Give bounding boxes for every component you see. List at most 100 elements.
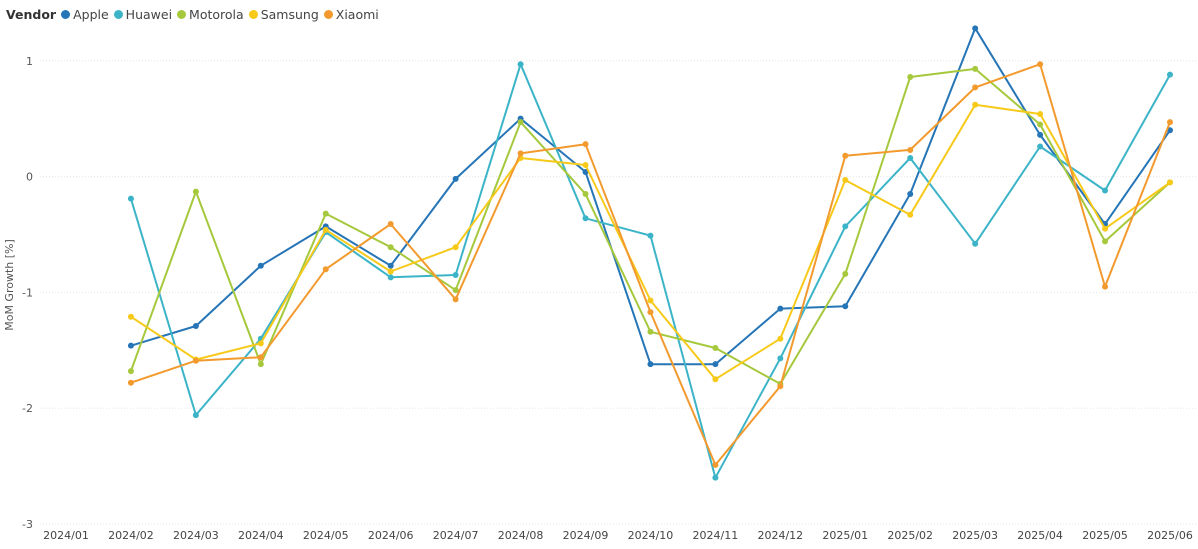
data-point	[842, 270, 849, 277]
y-tick-label: -1	[22, 286, 33, 299]
data-point	[907, 190, 914, 197]
data-point	[647, 232, 654, 239]
legend-label: Motorola	[189, 6, 244, 22]
series-huawei	[127, 61, 1173, 481]
data-point	[127, 379, 134, 386]
data-point	[452, 244, 459, 251]
data-point	[972, 65, 979, 72]
data-point	[257, 361, 264, 368]
data-point	[712, 376, 719, 383]
x-tick-label: 2024/02	[108, 529, 154, 542]
data-point	[1166, 119, 1173, 126]
legend-title: Vendor	[6, 6, 57, 22]
legend-item-apple[interactable]: Apple	[61, 7, 109, 22]
data-point	[907, 73, 914, 80]
data-point	[777, 383, 784, 390]
data-point	[517, 150, 524, 157]
x-tick-label: 2024/03	[173, 529, 219, 542]
data-point	[322, 210, 329, 217]
data-point	[1102, 187, 1109, 194]
legend-item-samsung[interactable]: Samsung	[248, 6, 319, 22]
series-line	[129, 63, 1171, 479]
x-tick-label: 2024/04	[238, 529, 284, 542]
data-point	[387, 221, 394, 228]
data-point	[972, 25, 979, 32]
data-point	[257, 262, 264, 269]
y-axis-label: MoM Growth [%]	[3, 239, 16, 331]
legend: Vendor Apple Huawei Motorola Samsung Xiaomi	[6, 5, 384, 23]
x-tick-label: 2025/05	[1082, 529, 1128, 542]
data-point	[712, 461, 719, 468]
data-point	[452, 272, 459, 279]
y-tick-label: 1	[26, 55, 33, 68]
data-point	[582, 161, 589, 168]
legend-item-huawei[interactable]: Huawei	[113, 6, 173, 22]
data-point	[257, 354, 264, 361]
legend-swatch	[248, 9, 258, 19]
data-point	[972, 84, 979, 91]
legend-label: Huawei	[125, 6, 173, 22]
data-point	[1037, 121, 1044, 128]
data-point	[192, 412, 199, 419]
data-point	[647, 328, 654, 335]
data-point	[257, 340, 264, 347]
data-point	[322, 266, 329, 273]
data-point	[582, 215, 589, 222]
x-tick-label: 2024/01	[43, 529, 89, 542]
legend-label: Apple	[73, 6, 109, 22]
data-point	[1037, 111, 1044, 118]
x-tick-label: 2025/06	[1147, 529, 1193, 542]
data-point	[907, 211, 914, 218]
data-point	[647, 297, 654, 304]
x-tick-label: 2024/11	[693, 529, 739, 542]
series-samsung	[127, 101, 1173, 383]
data-point	[712, 474, 719, 481]
data-point	[777, 305, 784, 312]
x-tick-label: 2025/03	[952, 529, 998, 542]
data-point	[387, 274, 394, 281]
data-point	[777, 335, 784, 342]
data-point	[1102, 283, 1109, 290]
legend-item-motorola[interactable]: Motorola	[177, 7, 244, 22]
data-point	[842, 303, 849, 310]
data-point	[907, 146, 914, 153]
data-point	[712, 361, 719, 368]
data-point	[1166, 179, 1173, 186]
x-axis: 2024/01 2024/02 2024/03 2024/04 2024/05 2024/…	[43, 529, 1193, 542]
legend-label: Xiaomi	[335, 6, 379, 22]
series-line	[129, 103, 1171, 381]
data-point	[127, 195, 134, 202]
x-tick-label: 2024/12	[757, 529, 803, 542]
data-point	[1102, 238, 1109, 245]
y-axis: -3 -2 -1 0 1	[22, 55, 33, 531]
x-tick-label: 2024/10	[628, 529, 674, 542]
legend-item-xiaomi[interactable]: Xiaomi	[323, 6, 379, 22]
data-point	[517, 119, 524, 126]
data-point	[452, 287, 459, 294]
data-point	[1166, 127, 1173, 134]
data-point	[1037, 131, 1044, 138]
data-point	[842, 177, 849, 184]
y-tick-label: -3	[22, 518, 33, 531]
data-point	[1166, 71, 1173, 78]
legend-label: Samsung	[260, 6, 319, 22]
gridlines	[40, 60, 1198, 525]
legend-swatch	[323, 9, 333, 19]
x-tick-label: 2025/01	[822, 529, 868, 542]
data-point	[127, 342, 134, 349]
legend-swatch	[113, 9, 123, 19]
x-tick-label: 2024/05	[303, 529, 349, 542]
x-tick-label: 2024/07	[433, 529, 479, 542]
data-point	[322, 226, 329, 233]
data-point	[972, 240, 979, 247]
legend-items: Apple Huawei Motorola Samsung Xiaomi	[61, 7, 384, 22]
data-point	[452, 296, 459, 303]
series-apple	[127, 25, 1173, 368]
legend-swatch	[61, 9, 71, 19]
series-motorola	[127, 65, 1173, 387]
x-tick-label: 2024/09	[563, 529, 609, 542]
data-point	[387, 268, 394, 275]
data-point	[712, 344, 719, 351]
data-point	[192, 322, 199, 329]
